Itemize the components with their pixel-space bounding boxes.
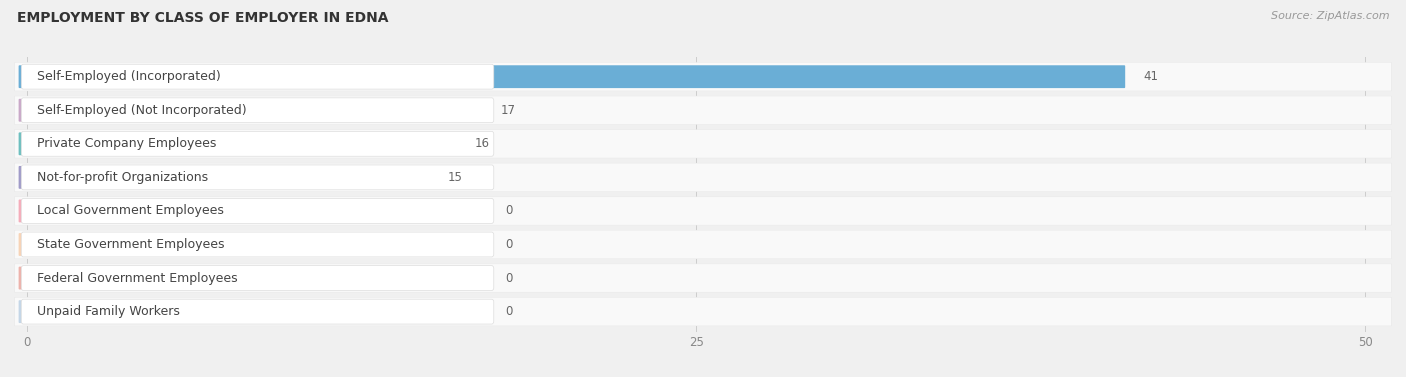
FancyBboxPatch shape [14,196,1392,225]
FancyBboxPatch shape [21,64,494,89]
FancyBboxPatch shape [21,299,494,324]
FancyBboxPatch shape [14,163,1392,192]
FancyBboxPatch shape [15,164,1391,191]
FancyBboxPatch shape [14,129,1392,158]
FancyBboxPatch shape [21,232,494,257]
FancyBboxPatch shape [14,230,1392,259]
Text: Self-Employed (Incorporated): Self-Employed (Incorporated) [37,70,221,83]
FancyBboxPatch shape [15,264,1391,292]
Text: State Government Employees: State Government Employees [37,238,225,251]
Text: 17: 17 [501,104,516,117]
Text: 16: 16 [474,137,489,150]
FancyBboxPatch shape [15,130,1391,158]
Text: 0: 0 [505,238,512,251]
FancyBboxPatch shape [14,62,1392,91]
FancyBboxPatch shape [18,132,457,155]
FancyBboxPatch shape [15,298,1391,326]
FancyBboxPatch shape [14,297,1392,326]
FancyBboxPatch shape [18,300,87,323]
FancyBboxPatch shape [21,98,494,123]
FancyBboxPatch shape [21,199,494,223]
FancyBboxPatch shape [15,63,1391,90]
Text: Local Government Employees: Local Government Employees [37,204,224,218]
Text: 41: 41 [1143,70,1159,83]
Text: 0: 0 [505,204,512,218]
FancyBboxPatch shape [18,65,1125,88]
FancyBboxPatch shape [15,197,1391,225]
FancyBboxPatch shape [21,132,494,156]
FancyBboxPatch shape [21,165,494,190]
FancyBboxPatch shape [18,99,484,122]
Text: Unpaid Family Workers: Unpaid Family Workers [37,305,180,318]
Text: Source: ZipAtlas.com: Source: ZipAtlas.com [1271,11,1389,21]
Text: 0: 0 [505,271,512,285]
FancyBboxPatch shape [18,233,87,256]
Text: Federal Government Employees: Federal Government Employees [37,271,238,285]
Text: EMPLOYMENT BY CLASS OF EMPLOYER IN EDNA: EMPLOYMENT BY CLASS OF EMPLOYER IN EDNA [17,11,388,25]
Text: Private Company Employees: Private Company Employees [37,137,217,150]
Text: 0: 0 [505,305,512,318]
Text: Not-for-profit Organizations: Not-for-profit Organizations [37,171,208,184]
Text: 15: 15 [447,171,463,184]
FancyBboxPatch shape [14,96,1392,125]
FancyBboxPatch shape [18,199,87,222]
FancyBboxPatch shape [18,267,87,290]
Text: Self-Employed (Not Incorporated): Self-Employed (Not Incorporated) [37,104,246,117]
FancyBboxPatch shape [14,264,1392,293]
FancyBboxPatch shape [15,231,1391,258]
FancyBboxPatch shape [15,96,1391,124]
FancyBboxPatch shape [21,266,494,290]
FancyBboxPatch shape [18,166,430,189]
